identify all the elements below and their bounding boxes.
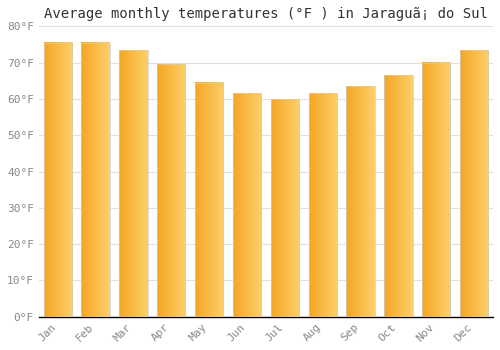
Bar <box>157 64 186 317</box>
Bar <box>119 50 148 317</box>
Title: Average monthly temperatures (°F ) in Jaraguã¡ do Sul: Average monthly temperatures (°F ) in Ja… <box>44 7 488 21</box>
Bar <box>44 43 72 317</box>
Bar <box>384 75 412 317</box>
Bar <box>233 93 261 317</box>
Bar <box>82 43 110 317</box>
Bar <box>346 86 375 317</box>
Bar <box>195 83 224 317</box>
Bar <box>422 63 450 317</box>
Bar <box>270 99 299 317</box>
Bar <box>460 50 488 317</box>
Bar <box>308 93 337 317</box>
